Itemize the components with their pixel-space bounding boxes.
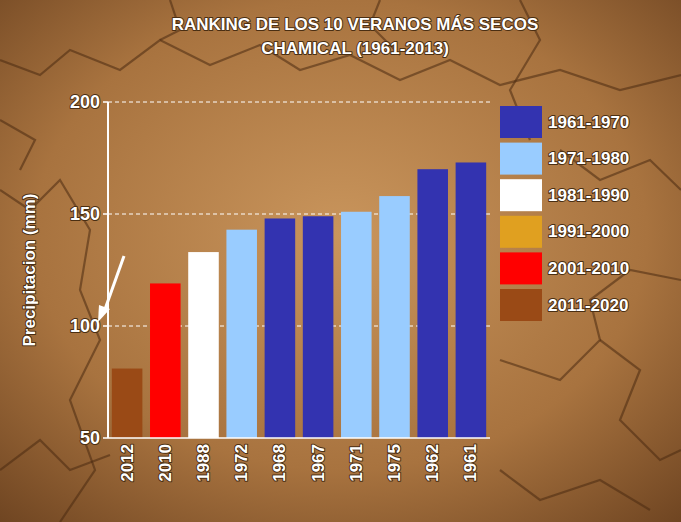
crack bbox=[500, 470, 650, 510]
tick-label: 50 bbox=[80, 428, 100, 448]
bar bbox=[303, 216, 334, 438]
tick-label: 100 bbox=[70, 316, 100, 336]
legend-swatch bbox=[500, 143, 542, 175]
arrow bbox=[104, 256, 124, 312]
category-label: 1975 bbox=[385, 444, 404, 482]
bar bbox=[265, 218, 296, 438]
grid-line bbox=[108, 102, 490, 103]
legend-swatch bbox=[500, 216, 542, 248]
category-label: 1967 bbox=[309, 444, 328, 482]
category-label: 1988 bbox=[194, 444, 213, 482]
legend-label: 1981-1990 bbox=[548, 186, 629, 205]
bar bbox=[150, 283, 181, 438]
category-label: 1972 bbox=[232, 444, 251, 482]
chart: RANKING DE LOS 10 VERANOS MÁS SECOS CHAMI… bbox=[0, 0, 681, 522]
tick-label: 150 bbox=[70, 204, 100, 224]
crack bbox=[500, 270, 681, 380]
category-label: 2012 bbox=[118, 444, 137, 482]
bars bbox=[112, 162, 486, 438]
legend-label: 2011-2020 bbox=[548, 296, 628, 315]
category-label: 1968 bbox=[270, 444, 289, 482]
legend-swatch bbox=[500, 106, 542, 138]
axis-title: Precipitacion (mm) bbox=[20, 193, 39, 346]
tick-label: 200 bbox=[70, 92, 100, 112]
subtitle: CHAMICAL (1961-2013) bbox=[261, 39, 449, 58]
legend-swatch bbox=[500, 179, 542, 211]
legend-label: 2001-2010 bbox=[548, 259, 629, 278]
arrow-head bbox=[98, 305, 110, 322]
category-label: 1962 bbox=[423, 444, 442, 482]
x-axis bbox=[108, 437, 490, 439]
legend-swatch bbox=[500, 252, 542, 284]
bar bbox=[456, 162, 487, 438]
bar bbox=[226, 230, 257, 438]
bar bbox=[112, 369, 143, 438]
bar bbox=[341, 212, 372, 438]
category-label: 2010 bbox=[156, 444, 175, 482]
legend-label: 1961-1970 bbox=[548, 113, 629, 132]
crack bbox=[600, 340, 681, 460]
y-axis bbox=[107, 102, 109, 438]
legend-swatch bbox=[500, 289, 542, 321]
crack bbox=[0, 120, 35, 170]
crack bbox=[0, 180, 100, 522]
title: RANKING DE LOS 10 VERANOS MÁS SECOS bbox=[172, 15, 539, 34]
crack bbox=[0, 40, 681, 90]
legend-label: 1991-2000 bbox=[548, 222, 629, 241]
bar bbox=[417, 169, 448, 438]
bar bbox=[188, 252, 219, 438]
category-label: 1971 bbox=[347, 444, 366, 482]
bar bbox=[379, 196, 410, 438]
background bbox=[0, 0, 681, 522]
legend-label: 1971-1980 bbox=[548, 149, 629, 168]
category-label: 1961 bbox=[461, 444, 480, 482]
